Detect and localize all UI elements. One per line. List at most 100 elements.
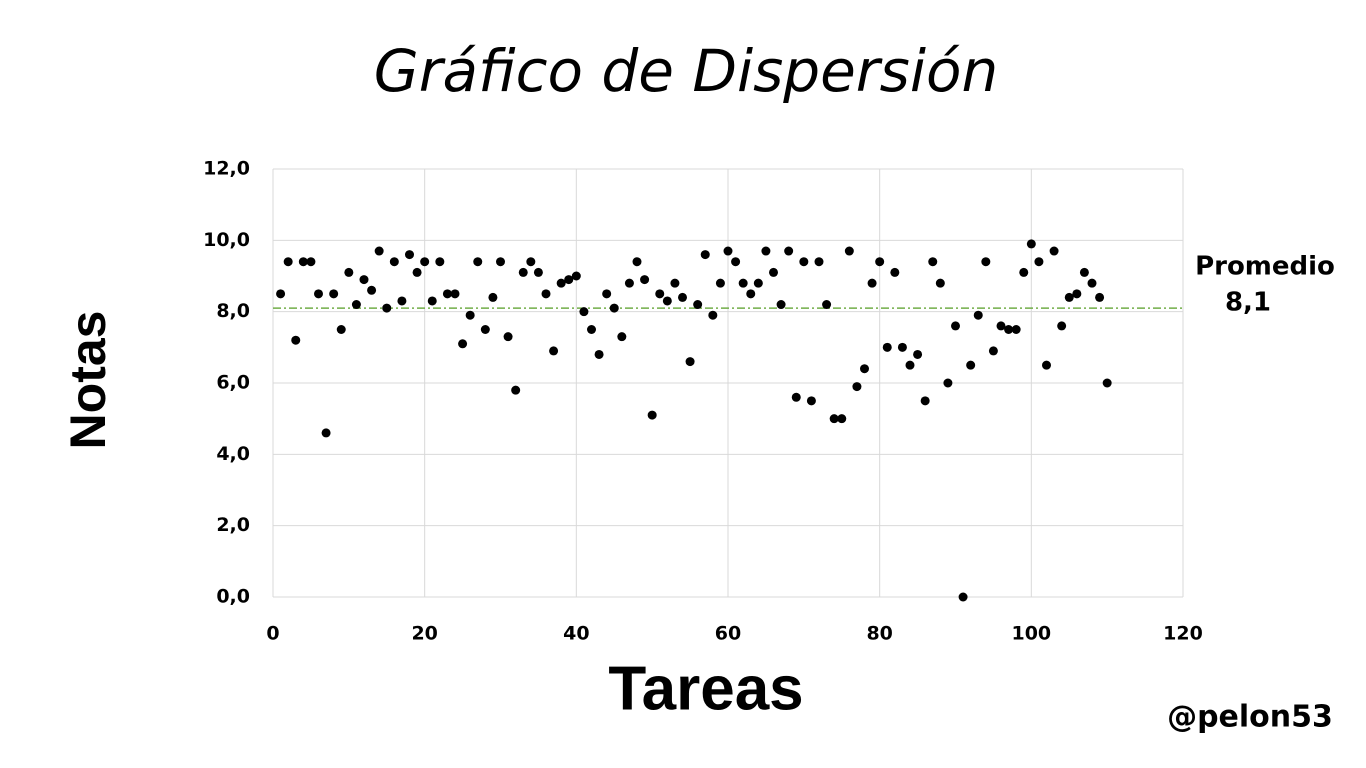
point bbox=[298, 257, 308, 267]
point bbox=[875, 257, 885, 267]
x-tick-label: 0 bbox=[266, 623, 279, 645]
point bbox=[526, 257, 536, 267]
y-tick-label: 4,0 bbox=[216, 443, 250, 465]
point bbox=[935, 278, 945, 288]
point bbox=[640, 275, 650, 285]
point bbox=[1057, 321, 1067, 331]
point bbox=[731, 257, 741, 267]
point bbox=[761, 246, 771, 256]
point bbox=[829, 414, 839, 424]
point bbox=[405, 250, 414, 260]
point bbox=[1042, 360, 1051, 370]
point bbox=[594, 349, 604, 359]
point bbox=[1064, 292, 1074, 302]
x-tick-label: 80 bbox=[866, 623, 892, 645]
point bbox=[897, 342, 907, 352]
point bbox=[624, 278, 634, 288]
point bbox=[609, 303, 619, 313]
x-tick-label: 20 bbox=[411, 623, 437, 645]
point bbox=[1034, 257, 1044, 267]
point bbox=[632, 257, 642, 267]
point bbox=[913, 349, 923, 359]
point bbox=[655, 289, 665, 299]
point bbox=[860, 364, 869, 374]
point bbox=[662, 296, 672, 306]
point bbox=[678, 292, 687, 302]
point bbox=[715, 278, 725, 288]
point bbox=[1004, 325, 1014, 334]
point bbox=[670, 278, 680, 288]
point bbox=[920, 396, 930, 406]
point bbox=[283, 257, 293, 267]
point bbox=[496, 257, 505, 267]
point bbox=[822, 300, 832, 310]
chart-title: Gráfico de Dispersión bbox=[374, 37, 998, 105]
point bbox=[708, 310, 718, 320]
point bbox=[579, 307, 589, 317]
point bbox=[966, 360, 976, 370]
y-tick-label: 6,0 bbox=[216, 372, 250, 394]
point bbox=[412, 267, 422, 277]
point bbox=[344, 267, 354, 277]
point bbox=[981, 257, 991, 267]
point bbox=[442, 289, 452, 299]
point bbox=[1011, 325, 1021, 334]
point bbox=[503, 332, 513, 342]
point bbox=[518, 267, 528, 277]
point bbox=[397, 296, 407, 306]
point bbox=[511, 385, 521, 395]
point bbox=[814, 257, 824, 267]
point bbox=[367, 285, 377, 295]
point bbox=[351, 300, 361, 310]
point bbox=[602, 289, 612, 299]
point bbox=[306, 257, 316, 267]
point bbox=[1019, 267, 1029, 277]
point bbox=[556, 278, 566, 288]
point bbox=[473, 257, 483, 267]
point bbox=[784, 246, 794, 256]
point bbox=[852, 382, 862, 392]
point bbox=[480, 325, 490, 334]
point bbox=[1026, 239, 1036, 249]
point bbox=[753, 278, 763, 288]
y-tick-label: 10,0 bbox=[203, 229, 250, 251]
point bbox=[776, 300, 786, 310]
point bbox=[837, 414, 847, 424]
point bbox=[958, 592, 968, 602]
point bbox=[799, 257, 809, 267]
average-value-label: 8,1 bbox=[1225, 288, 1271, 318]
point bbox=[541, 289, 551, 299]
y-tick-label: 8,0 bbox=[216, 300, 250, 322]
point bbox=[617, 332, 627, 342]
point bbox=[374, 246, 384, 256]
point bbox=[1095, 292, 1105, 302]
point bbox=[905, 360, 915, 370]
point bbox=[723, 246, 733, 256]
point bbox=[943, 378, 953, 388]
point bbox=[314, 289, 323, 299]
point bbox=[746, 289, 756, 299]
point bbox=[685, 357, 695, 367]
point bbox=[382, 303, 392, 313]
point bbox=[587, 325, 596, 334]
point bbox=[1087, 278, 1097, 288]
y-tick-label: 2,0 bbox=[216, 514, 250, 536]
point bbox=[1049, 246, 1059, 256]
point bbox=[564, 275, 574, 285]
point bbox=[321, 428, 331, 438]
point bbox=[389, 257, 399, 267]
point bbox=[420, 257, 430, 267]
x-tick-label: 40 bbox=[563, 623, 589, 645]
point bbox=[791, 392, 801, 402]
y-tick-label: 0,0 bbox=[216, 586, 250, 608]
point bbox=[1102, 378, 1112, 388]
point bbox=[647, 410, 657, 420]
point bbox=[700, 250, 710, 260]
credit: @pelon53 bbox=[1167, 700, 1333, 735]
point bbox=[769, 267, 778, 277]
point bbox=[867, 278, 877, 288]
point bbox=[458, 339, 468, 349]
y-axis-label: Notas bbox=[60, 311, 116, 450]
